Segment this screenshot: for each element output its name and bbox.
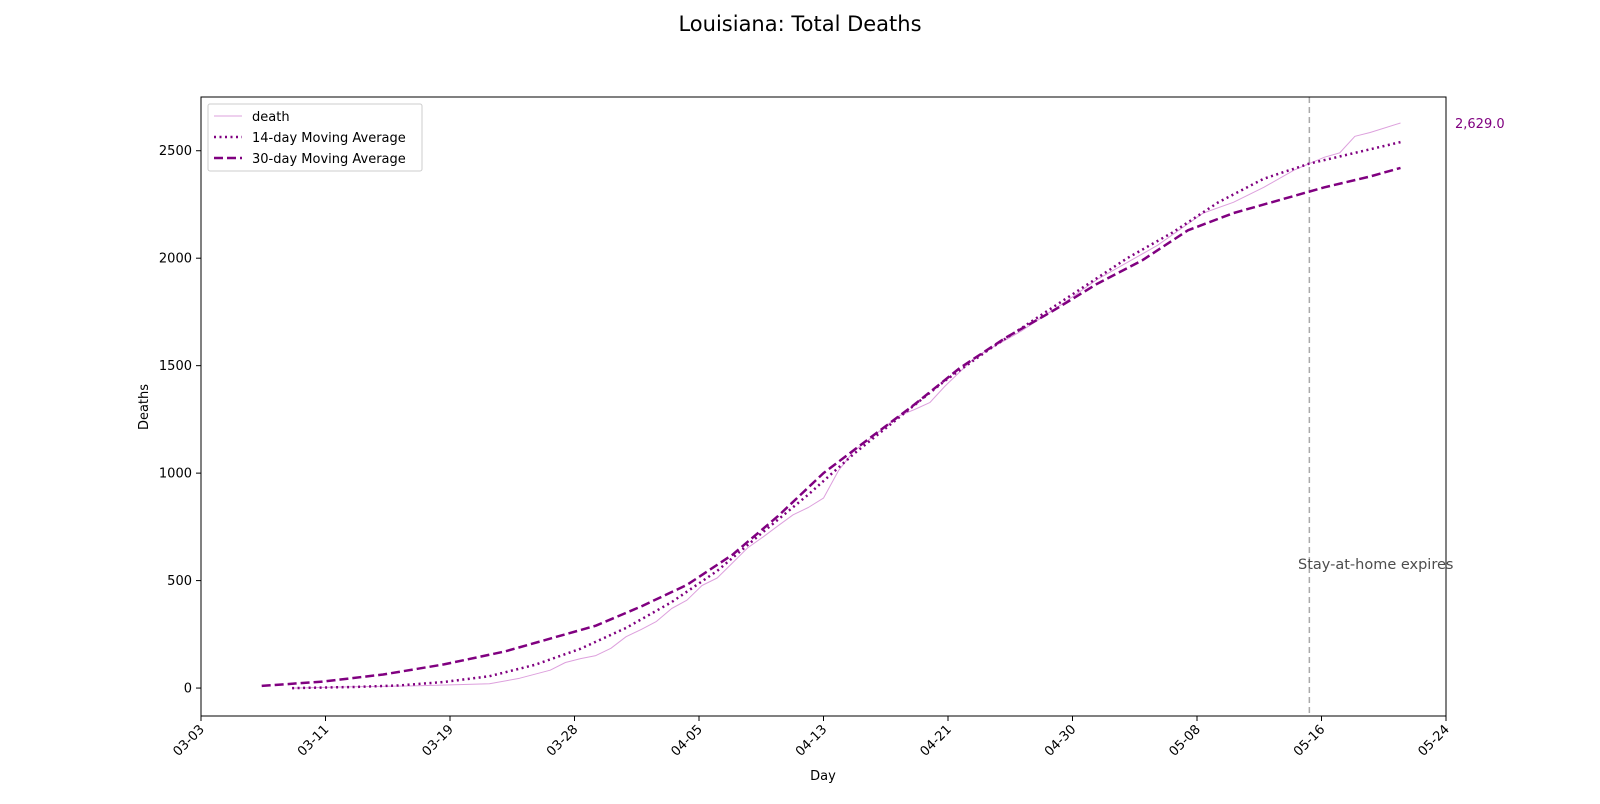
y-tick-label: 2500 [159, 144, 192, 159]
x-tick-label: 05-16 [1291, 722, 1328, 759]
legend-label-14day: 14-day Moving Average [252, 131, 406, 146]
series-line-1 [292, 140, 1401, 690]
annotation-label: Stay-at-home expires [1298, 557, 1453, 573]
series-line-0 [292, 122, 1401, 689]
y-tick-label: 1000 [159, 467, 192, 482]
y-tick-label: 1500 [159, 359, 192, 374]
x-tick-label: 04-13 [793, 722, 830, 759]
legend-label-death: death [252, 110, 290, 125]
series-line-2 [261, 166, 1401, 688]
x-axis-ticks: 03-03 03-11 03-19 03-28 04-05 04-13 04-21 04-30… [171, 716, 1453, 760]
chart-title: Louisiana: Total Deaths [678, 12, 921, 36]
y-axis-ticks: 0 500 1000 1500 2000 2500 [159, 144, 201, 697]
x-tick-label: 05-24 [1416, 722, 1453, 759]
y-tick-label: 500 [167, 574, 192, 589]
x-tick-label: 05-08 [1167, 722, 1204, 759]
last-value-label: 2,629.0 [1455, 117, 1505, 132]
x-axis-label: Day [810, 769, 836, 784]
x-tick-label: 04-21 [918, 722, 955, 759]
legend-label-30day: 30-day Moving Average [252, 152, 406, 167]
x-tick-label: 04-05 [669, 722, 706, 759]
x-tick-label: 03-28 [544, 722, 581, 759]
y-tick-label: 2000 [159, 252, 192, 267]
x-tick-label: 03-03 [171, 722, 208, 759]
y-tick-label: 0 [184, 682, 192, 697]
x-tick-label: 04-30 [1042, 722, 1079, 759]
plot-marks [261, 97, 1401, 716]
legend: death 14-day Moving Average 30-day Movin… [207, 103, 423, 172]
x-tick-label: 03-19 [420, 722, 457, 759]
x-tick-label: 03-11 [295, 722, 332, 759]
legend-box [207, 103, 423, 172]
y-axis-label: Deaths [137, 384, 152, 430]
